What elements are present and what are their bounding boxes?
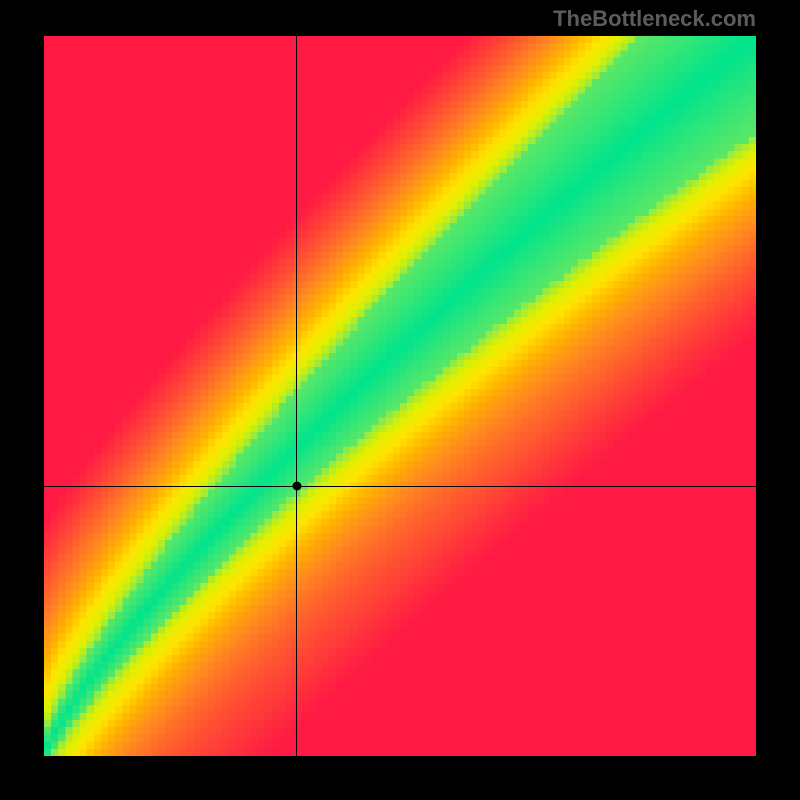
crosshair-horizontal: [44, 486, 756, 487]
chart-container: TheBottleneck.com: [0, 0, 800, 800]
heatmap-canvas: [44, 36, 756, 756]
plot-area: [44, 36, 756, 756]
attribution-text: TheBottleneck.com: [553, 6, 756, 32]
crosshair-vertical: [296, 36, 297, 756]
data-point-marker: [292, 482, 301, 491]
